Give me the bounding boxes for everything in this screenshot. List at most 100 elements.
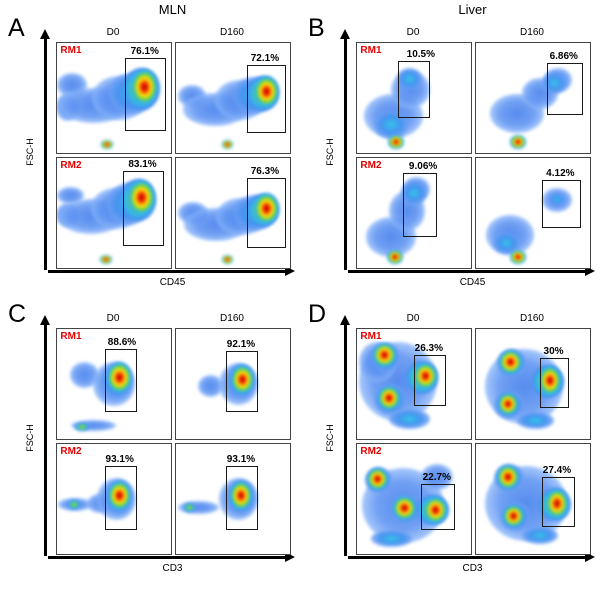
y-axis-arrow <box>40 29 50 270</box>
density-blob <box>503 504 524 527</box>
panel-letter: D <box>308 300 327 328</box>
flow-plot: 88.6% RM1 <box>56 328 172 440</box>
gate-percentage: 76.3% <box>250 165 280 177</box>
density-blob <box>510 135 527 149</box>
density-blob <box>548 193 565 207</box>
density-blob <box>517 411 554 430</box>
flow-plot: 6.86% <box>475 42 591 154</box>
density-blob <box>521 526 559 545</box>
density-blob <box>221 139 233 149</box>
column-label: D0 <box>106 313 120 324</box>
flow-plot: 30% <box>475 328 591 440</box>
density-blob <box>545 489 569 518</box>
flow-plot: 72.1% <box>175 42 291 154</box>
gate-rectangle <box>420 483 455 530</box>
density-blob <box>374 110 409 139</box>
y-axis-label: FSC-H <box>25 138 35 166</box>
row-label: RM1 <box>360 45 382 57</box>
y-axis-label: FSC-H <box>325 424 335 452</box>
x-axis-label: CD45 <box>459 277 486 288</box>
gate-percentage: 76.1% <box>130 46 159 58</box>
flow-plot: 10.5% RM1 <box>356 42 472 154</box>
panel-C: C D0 D160 FSC-H CD3 88.6% RM1 92.1% 93.1% RM2 93.1… <box>0 300 300 588</box>
panel-A: A D0 D160 FSC-H CD45 76.1% RM1 72.1% 83.1% RM2 76.… <box>0 14 300 302</box>
density-blob <box>420 463 453 491</box>
x-axis-arrow <box>48 552 295 562</box>
gate-percentage: 26.3% <box>414 343 443 355</box>
density-blob <box>496 464 520 490</box>
gate-percentage: 93.1% <box>226 453 256 465</box>
column-label: D0 <box>106 27 120 38</box>
panel-B: B D0 D160 FSC-H CD45 10.5% RM1 6.86% 9.06% RM2 4.1… <box>300 14 600 302</box>
flow-plot: 76.1% RM1 <box>56 42 172 154</box>
flow-plot: 26.3% RM1 <box>356 328 472 440</box>
panel-letter: C <box>8 300 27 328</box>
gate-rectangle <box>539 357 570 408</box>
gate-rectangle <box>398 60 430 118</box>
gate-rectangle <box>402 173 437 237</box>
density-blob <box>100 254 112 264</box>
column-label: D160 <box>520 313 544 324</box>
flow-plot: 83.1% RM2 <box>56 157 172 269</box>
gate-percentage: 83.1% <box>128 159 157 171</box>
gate-rectangle <box>546 62 583 116</box>
gate-percentage: 27.4% <box>542 464 572 476</box>
density-blob <box>197 375 223 398</box>
flow-plot: 92.1% <box>175 328 291 440</box>
density-blob <box>107 362 133 393</box>
density-blob <box>538 366 562 395</box>
density-blob <box>393 495 417 520</box>
row-label: RM2 <box>360 446 382 458</box>
density-blob <box>75 422 89 432</box>
density-blob <box>396 68 422 91</box>
density-blob <box>497 392 519 415</box>
column-label: D160 <box>220 313 244 324</box>
density-blob <box>414 363 437 390</box>
density-blob <box>401 181 427 206</box>
gate-rectangle <box>246 65 287 133</box>
density-blob <box>424 496 448 524</box>
gate-rectangle <box>104 348 137 413</box>
row-label: RM1 <box>60 331 82 343</box>
density-blob <box>183 503 196 513</box>
column-label: D0 <box>406 313 420 324</box>
density-blob <box>229 481 253 510</box>
density-blob <box>386 250 403 264</box>
density-blob <box>101 139 113 149</box>
density-blob <box>108 481 132 510</box>
density-blob <box>367 468 388 491</box>
density-blob <box>387 135 404 149</box>
gate-percentage: 4.12% <box>546 167 575 179</box>
density-blob <box>377 386 401 411</box>
y-axis-label: FSC-H <box>325 138 335 166</box>
row-label: RM2 <box>360 160 382 172</box>
gate-percentage: 9.06% <box>408 161 438 173</box>
group-title-liver: Liver <box>458 2 487 17</box>
gate-rectangle <box>226 351 258 413</box>
density-blob <box>370 529 412 548</box>
x-axis-arrow <box>48 266 295 276</box>
gate-rectangle <box>104 466 137 530</box>
gate-rectangle <box>414 355 446 406</box>
row-label: RM1 <box>60 45 82 57</box>
density-blob <box>230 365 254 394</box>
panel-D: D D0 D160 FSC-H CD3 26.3% RM1 30% 22.7% RM2 27.4% <box>300 300 600 588</box>
y-axis-arrow <box>40 315 50 556</box>
flow-plot: 4.12% <box>475 157 591 269</box>
flow-plot: 93.1% <box>175 443 291 555</box>
x-axis-label: CD45 <box>159 277 186 288</box>
density-blob <box>542 71 568 94</box>
flow-plot: 22.7% RM2 <box>356 443 472 555</box>
x-axis-arrow <box>348 552 595 562</box>
row-label: RM2 <box>60 160 82 172</box>
gate-percentage: 93.1% <box>105 453 134 465</box>
flow-plot: 27.4% <box>475 443 591 555</box>
gate-percentage: 30% <box>543 345 564 357</box>
flow-plot: 76.3% <box>175 157 291 269</box>
gate-percentage: 10.5% <box>406 48 436 60</box>
column-label: D0 <box>406 27 420 38</box>
density-blob <box>388 409 430 430</box>
group-title-mln: MLN <box>158 2 187 17</box>
x-axis-arrow <box>348 266 595 276</box>
